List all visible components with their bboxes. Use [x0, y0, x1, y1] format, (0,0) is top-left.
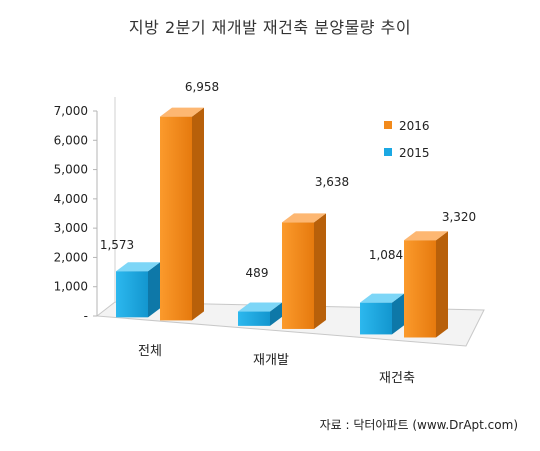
bar-2015-2 [360, 302, 392, 335]
bar-top [360, 293, 404, 303]
y-tick-label: 5,000 [54, 163, 88, 177]
source-note: 자료 : 닥터아파트 (www.DrApt.com) [319, 418, 518, 432]
data-labels: 1,573 6,958 전체 489 3,638 재개발 1,084 3,320 재건축 [100, 80, 476, 386]
data-label: 1,084 [369, 248, 403, 262]
bar-2016-1 [282, 222, 314, 329]
bar-2016-0 [160, 116, 192, 321]
bar-side [270, 302, 282, 326]
data-label: 489 [246, 266, 269, 280]
bar-top [116, 262, 160, 272]
bar-side [314, 213, 326, 329]
bar-top [238, 302, 282, 312]
y-tick-label: 3,000 [54, 221, 88, 235]
bar-side [392, 293, 404, 335]
y-tick-label: 6,000 [54, 133, 88, 147]
bar-2015-0 [116, 271, 148, 318]
bar-side [192, 107, 204, 321]
y-tick-label: 7,000 [54, 104, 88, 118]
y-tick-label: 2,000 [54, 250, 88, 264]
data-label: 3,320 [442, 210, 476, 224]
bar-top [404, 231, 448, 241]
legend-label: 2015 [399, 146, 430, 160]
bars [116, 107, 448, 338]
y-tick-label: - [84, 309, 88, 323]
legend-swatch [384, 121, 392, 129]
chart-title: 지방 2분기 재개발 재건축 분양물량 추이 [128, 18, 412, 37]
bar-side [148, 262, 160, 318]
category-label: 전체 [138, 344, 162, 359]
bar-2015-1 [238, 311, 270, 326]
bar-top [282, 213, 326, 223]
data-label: 6,958 [185, 80, 219, 94]
legend-swatch [384, 148, 392, 156]
y-tick-label: 4,000 [54, 192, 88, 206]
y-tick-label: 1,000 [54, 280, 88, 294]
category-label: 재개발 [253, 353, 289, 368]
bar-top [160, 107, 204, 117]
category-label: 재건축 [379, 371, 415, 386]
legend: 2016 2015 [384, 119, 430, 160]
data-label: 3,638 [315, 175, 349, 189]
bar-side [436, 231, 448, 338]
data-label: 1,573 [100, 238, 134, 252]
bar-2016-2 [404, 240, 436, 338]
legend-label: 2016 [399, 119, 430, 133]
